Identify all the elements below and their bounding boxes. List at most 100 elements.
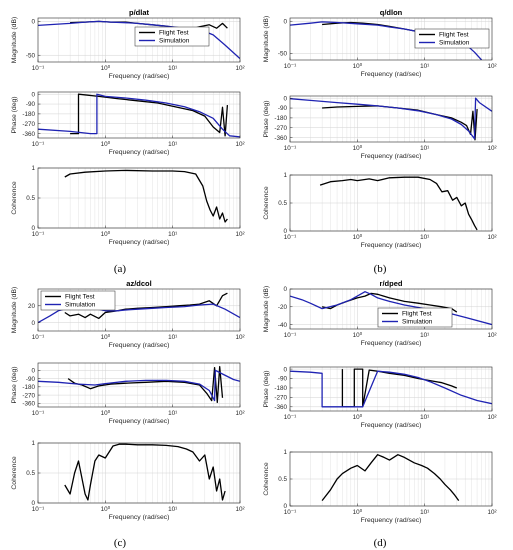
y-tick-label: -90	[278, 105, 288, 112]
y-tick-label: 1	[31, 440, 35, 447]
x-tick-label: 10²	[487, 332, 496, 339]
x-tick-label: 10⁻¹	[284, 63, 296, 70]
axes-frame	[37, 17, 241, 63]
chart-a-mag: 0 -50 10⁻¹ 10⁰ 10¹ 10² Frequency (rad/sec) Magn…	[11, 8, 245, 80]
legend-entry: Flight Test	[159, 30, 189, 37]
x-tick-label: 10⁰	[353, 63, 363, 70]
x-tick-label: 10⁰	[101, 65, 111, 72]
y-tick-label: 1	[31, 165, 35, 172]
x-tick-label: 10⁻¹	[284, 234, 296, 241]
x-axis-label: Frequency (rad/sec)	[109, 514, 170, 521]
x-tick-label: 10²	[235, 506, 244, 513]
y-tick-label: -270	[274, 125, 287, 132]
x-tick-label: 10⁰	[101, 410, 111, 417]
series-line-flight-test	[321, 454, 460, 501]
series-line-simulation	[38, 93, 240, 138]
x-tick-label: 10²	[235, 231, 244, 238]
chart-c-mag: 0 20 10⁻¹ 10⁰ 10¹ 10² Frequency (rad/sec) Magni…	[11, 279, 245, 349]
panel-label: (d)	[374, 537, 387, 549]
legend-entry: Simulation	[159, 38, 190, 45]
y-tick-label: -360	[274, 135, 287, 142]
x-tick-label: 10¹	[168, 65, 177, 72]
series-line-flight-test	[64, 443, 226, 501]
x-tick-label: 10¹	[168, 410, 177, 417]
x-axis-label: Frequency (rad/sec)	[361, 153, 422, 160]
y-tick-label: -20	[278, 304, 288, 311]
x-tick-label: 10¹	[420, 63, 429, 70]
legend-entry: Flight Test	[402, 311, 432, 318]
y-axis-label: Magnitude (dB)	[263, 16, 270, 62]
axes-frame	[289, 288, 493, 330]
y-axis-label: Coherence	[11, 456, 18, 489]
x-tick-label: 10¹	[420, 414, 429, 421]
plot-area	[290, 367, 492, 411]
legend-box	[414, 28, 490, 49]
x-axis-label: Frequency (rad/sec)	[361, 517, 422, 524]
panel-label: (c)	[114, 537, 127, 549]
y-tick-label: 0.5	[26, 195, 35, 202]
panel-label: (a)	[114, 263, 127, 275]
y-tick-label: 0	[283, 18, 287, 25]
x-tick-label: 10⁻¹	[32, 506, 44, 513]
y-axis-label: Phase (deg)	[11, 366, 18, 403]
series-line-flight-test	[64, 292, 228, 320]
x-tick-label: 10⁻¹	[32, 141, 44, 148]
y-tick-label: 0.5	[26, 470, 35, 477]
y-tick-label: -360	[22, 131, 35, 138]
axes-frame	[289, 366, 493, 412]
chart-title: az/dcol	[126, 279, 151, 288]
x-tick-label: 10⁻¹	[32, 410, 44, 417]
x-tick-label: 10⁰	[353, 234, 363, 241]
y-tick-label: 1	[283, 172, 287, 179]
y-tick-label: 0.5	[278, 476, 287, 483]
x-tick-label: 10²	[487, 509, 496, 516]
y-tick-label: -180	[22, 384, 35, 391]
y-tick-label: -270	[274, 395, 287, 402]
x-tick-label: 10⁻¹	[284, 509, 296, 516]
x-tick-label: 10⁻¹	[32, 231, 44, 238]
legend-box	[40, 290, 116, 311]
y-axis-label: Coherence	[11, 181, 18, 214]
x-tick-label: 10⁻¹	[284, 145, 296, 152]
x-axis-label: Frequency (rad/sec)	[361, 242, 422, 249]
x-tick-label: 10⁻¹	[284, 332, 296, 339]
legend-box	[134, 26, 210, 47]
series-line-simulation	[38, 20, 240, 60]
series-line-flight-test	[70, 93, 229, 137]
x-tick-label: 10²	[235, 141, 244, 148]
y-tick-label: -90	[278, 376, 288, 383]
x-tick-label: 10²	[487, 234, 496, 241]
axes-frame	[37, 91, 241, 139]
y-axis-label: Phase (deg)	[263, 370, 270, 407]
x-tick-label: 10¹	[168, 506, 177, 513]
chart-title: r/dped	[380, 279, 403, 288]
x-tick-label: 10⁰	[353, 414, 363, 421]
y-tick-label: -360	[274, 404, 287, 411]
chart-title: p/dlat	[129, 8, 150, 17]
x-tick-label: 10²	[487, 63, 496, 70]
x-tick-label: 10²	[235, 334, 244, 341]
y-tick-label: 0	[31, 500, 35, 507]
x-tick-label: 10⁻¹	[32, 334, 44, 341]
x-tick-label: 10¹	[420, 332, 429, 339]
legend-entry: Flight Test	[65, 294, 95, 301]
legend-entry: Simulation	[65, 302, 96, 309]
chart-title: q/dlon	[380, 8, 403, 17]
x-tick-label: 10⁻¹	[284, 414, 296, 421]
y-tick-label: 0	[283, 366, 287, 373]
axes-frame	[37, 362, 241, 408]
x-tick-label: 10²	[235, 65, 244, 72]
chart-d-phase: 0 -90 -180 -270 -360 10⁻¹ 10⁰ 10¹ 10² Frequency (…	[263, 366, 497, 429]
x-axis-label: Frequency (rad/sec)	[109, 418, 170, 425]
y-tick-label: -50	[26, 52, 36, 59]
y-tick-label: 0.5	[278, 200, 287, 207]
y-tick-label: -180	[274, 115, 287, 122]
y-tick-label: 0	[283, 228, 287, 235]
axes-frame	[289, 17, 493, 61]
legend-entry: Simulation	[402, 319, 433, 326]
axes-frame	[37, 288, 241, 332]
x-tick-label: 10²	[235, 410, 244, 417]
